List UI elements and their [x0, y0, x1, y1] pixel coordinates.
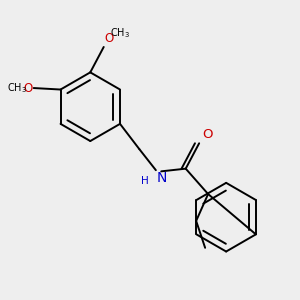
- Text: O: O: [202, 128, 213, 141]
- Text: N: N: [157, 171, 167, 185]
- Text: O: O: [24, 82, 33, 94]
- Text: CH$_3$: CH$_3$: [7, 81, 27, 95]
- Text: H: H: [141, 176, 148, 185]
- Text: O: O: [104, 32, 114, 46]
- Text: CH$_3$: CH$_3$: [110, 27, 130, 40]
